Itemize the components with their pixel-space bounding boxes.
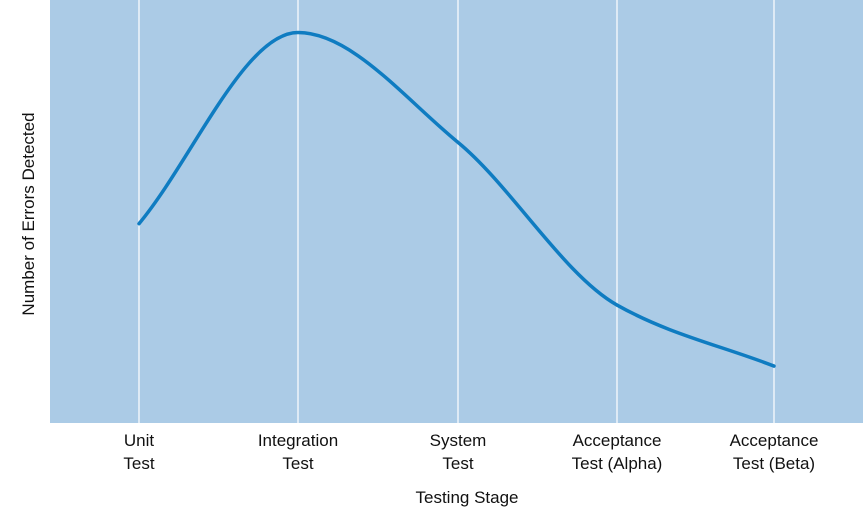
plot-background <box>50 0 863 423</box>
grid-lines <box>138 0 775 423</box>
x-tick-label-1: Unit Test <box>123 431 154 473</box>
y-axis-label: Number of Errors Detected <box>19 112 38 315</box>
x-axis-label: Testing Stage <box>415 488 518 507</box>
x-tick-labels: Unit Test Integration Test System Test Accepta… <box>123 431 818 473</box>
x-tick-label-4: Acceptance Test (Alpha) <box>572 431 663 473</box>
x-tick-label-5: Acceptance Test (Beta) <box>730 431 819 473</box>
x-tick-label-3: System Test <box>430 431 487 473</box>
series-line <box>137 30 776 368</box>
x-tick-label-2: Integration Test <box>258 431 338 473</box>
